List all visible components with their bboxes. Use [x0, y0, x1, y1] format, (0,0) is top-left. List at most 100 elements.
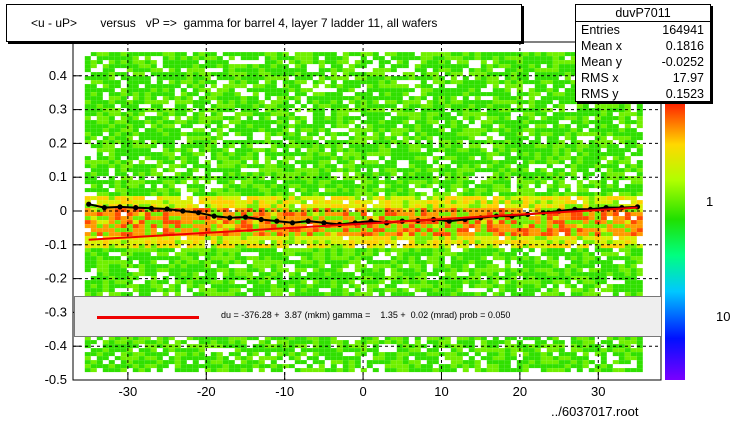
heatmap-cell — [522, 180, 529, 185]
heatmap-cell — [324, 128, 331, 133]
heatmap-cell — [102, 136, 109, 141]
heatmap-cell — [204, 164, 211, 169]
heatmap-cell — [270, 260, 277, 265]
heatmap-cell — [126, 264, 133, 269]
heatmap-cell — [330, 100, 337, 105]
heatmap-cell — [468, 52, 475, 57]
heatmap-cell — [366, 260, 373, 265]
heatmap-cell — [294, 236, 301, 241]
heatmap-cell — [192, 152, 199, 157]
heatmap-cell — [114, 260, 121, 265]
heatmap-cell — [198, 264, 205, 269]
heatmap-cell — [240, 220, 247, 225]
heatmap-cell — [408, 152, 415, 157]
heatmap-cell — [366, 116, 373, 121]
heatmap-cell — [420, 92, 427, 97]
heatmap-cell — [204, 228, 211, 233]
heatmap-cell — [408, 280, 415, 285]
heatmap-cell — [162, 292, 169, 297]
heatmap-cell — [162, 196, 169, 201]
heatmap-cell — [264, 280, 271, 285]
heatmap-cell — [396, 132, 403, 137]
heatmap-cell — [126, 56, 133, 61]
heatmap-cell — [192, 236, 199, 241]
heatmap-cell — [396, 280, 403, 285]
heatmap-cell — [618, 120, 625, 125]
heatmap-cell — [372, 144, 379, 149]
heatmap-cell — [474, 184, 481, 189]
heatmap-cell — [216, 252, 223, 257]
heatmap-cell — [252, 172, 259, 177]
heatmap-cell — [576, 196, 583, 201]
heatmap-cell — [570, 256, 577, 261]
heatmap-cell — [210, 288, 217, 293]
heatmap-cell — [504, 196, 511, 201]
heatmap-cell — [600, 180, 607, 185]
heatmap-cell — [510, 244, 517, 249]
heatmap-cell — [150, 288, 157, 293]
heatmap-cell — [390, 180, 397, 185]
heatmap-cell — [276, 144, 283, 149]
heatmap-cell — [264, 140, 271, 145]
heatmap-cell — [96, 252, 103, 257]
heatmap-cell — [522, 156, 529, 161]
heatmap-cell — [390, 268, 397, 273]
heatmap-cell — [264, 264, 271, 269]
heatmap-cell — [348, 224, 355, 229]
heatmap-cell — [360, 132, 367, 137]
heatmap-cell — [192, 208, 199, 213]
heatmap-cell — [156, 248, 163, 253]
heatmap-cell — [402, 112, 409, 117]
heatmap-cell — [138, 196, 145, 201]
heatmap-cell — [462, 292, 469, 297]
heatmap-cell — [354, 76, 361, 81]
heatmap-cell — [162, 144, 169, 149]
heatmap-cell — [402, 288, 409, 293]
heatmap-cell — [108, 244, 115, 249]
heatmap-cell — [420, 120, 427, 125]
heatmap-cell — [114, 140, 121, 145]
heatmap-cell — [132, 88, 139, 93]
heatmap-cell — [222, 84, 229, 89]
heatmap-cell — [462, 208, 469, 213]
heatmap-cell — [444, 104, 451, 109]
heatmap-cell — [468, 208, 475, 213]
heatmap-cell — [486, 188, 493, 193]
heatmap-cell — [504, 224, 511, 229]
heatmap-cell — [192, 76, 199, 81]
heatmap-cell — [612, 168, 619, 173]
heatmap-cell — [576, 104, 583, 109]
heatmap-cell — [600, 104, 607, 109]
heatmap-cell — [138, 88, 145, 93]
heatmap-cell — [84, 124, 91, 129]
heatmap-cell — [510, 76, 517, 81]
heatmap-cell — [168, 260, 175, 265]
heatmap-cell — [162, 120, 169, 125]
heatmap-cell — [270, 152, 277, 157]
heatmap-cell — [600, 100, 607, 105]
heatmap-cell — [312, 240, 319, 245]
heatmap-cell — [114, 152, 121, 157]
heatmap-cell — [612, 180, 619, 185]
heatmap-cell — [348, 136, 355, 141]
heatmap-cell — [234, 156, 241, 161]
heatmap-cell — [450, 256, 457, 261]
heatmap-cell — [558, 220, 565, 225]
heatmap-cell — [270, 56, 277, 61]
heatmap-cell — [582, 196, 589, 201]
heatmap-cell — [222, 72, 229, 77]
heatmap-cell — [606, 232, 613, 237]
heatmap-cell — [156, 156, 163, 161]
heatmap-cell — [96, 128, 103, 133]
heatmap-cell — [180, 92, 187, 97]
heatmap-cell — [198, 176, 205, 181]
heatmap-cell — [114, 280, 121, 285]
heatmap-cell — [630, 192, 637, 197]
heatmap-cell — [114, 188, 121, 193]
heatmap-cell — [366, 216, 373, 221]
heatmap-cell — [342, 180, 349, 185]
heatmap-cell — [564, 256, 571, 261]
heatmap-cell — [306, 100, 313, 105]
heatmap-cell — [558, 124, 565, 129]
heatmap-cell — [96, 216, 103, 221]
